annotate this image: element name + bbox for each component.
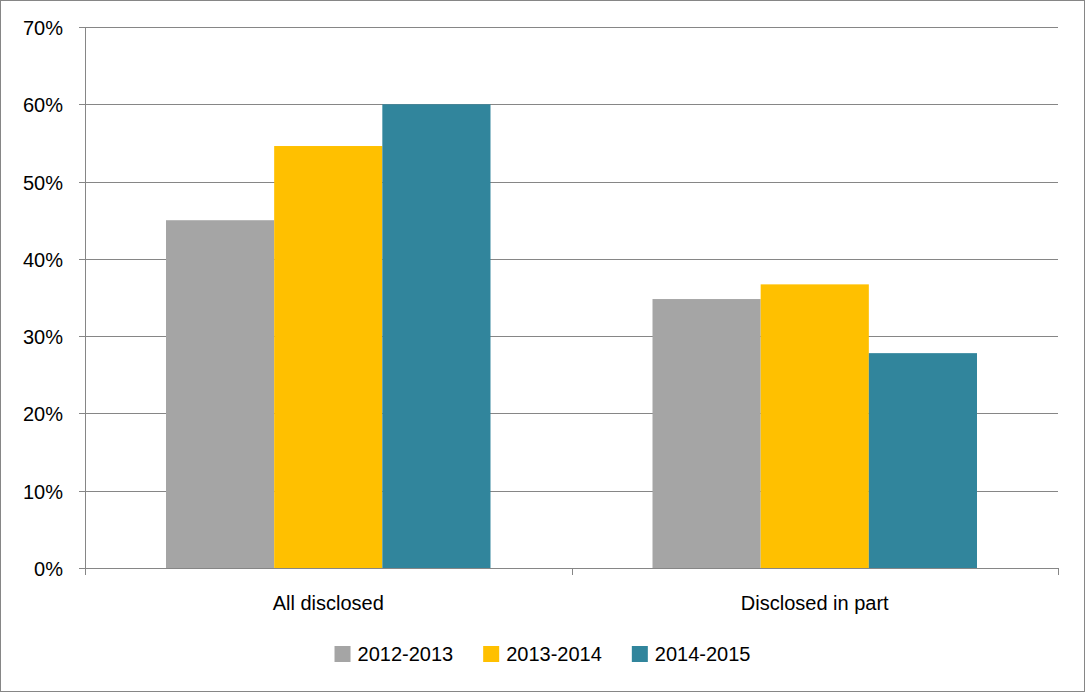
bar bbox=[166, 220, 274, 568]
legend-swatch bbox=[335, 646, 351, 662]
y-tick-label: 20% bbox=[23, 403, 63, 425]
y-tick bbox=[79, 568, 85, 569]
y-tick bbox=[79, 104, 85, 105]
y-tick bbox=[79, 259, 85, 260]
y-tick bbox=[79, 336, 85, 337]
bar bbox=[653, 299, 761, 568]
x-tick-label: Disclosed in part bbox=[741, 592, 889, 614]
x-tick-label: All disclosed bbox=[273, 592, 384, 614]
x-tick bbox=[1058, 568, 1059, 575]
y-tick-label: 30% bbox=[23, 326, 63, 348]
x-tick bbox=[85, 568, 86, 575]
legend-label: 2014-2015 bbox=[655, 643, 751, 665]
legend-swatch bbox=[483, 646, 499, 662]
bars bbox=[166, 104, 977, 568]
y-axis-line bbox=[85, 27, 86, 568]
y-tick-label: 0% bbox=[34, 558, 63, 580]
bar bbox=[761, 284, 869, 568]
y-tick-label: 70% bbox=[23, 17, 63, 39]
grid-line bbox=[85, 568, 1058, 569]
y-tick bbox=[79, 27, 85, 28]
grid-line bbox=[85, 104, 1058, 105]
legend-swatch bbox=[632, 646, 648, 662]
legend-label: 2013-2014 bbox=[506, 643, 602, 665]
x-axis-line bbox=[85, 568, 1058, 569]
chart-container: 0% 10% 20% 30% 40% 50% 60% 70% All disclosed Disc… bbox=[0, 0, 1085, 692]
grid-line bbox=[85, 27, 1058, 28]
bar bbox=[274, 146, 382, 568]
grid-line bbox=[85, 182, 1058, 183]
y-tick bbox=[79, 182, 85, 183]
y-tick-label: 50% bbox=[23, 172, 63, 194]
y-tick-label: 10% bbox=[23, 481, 63, 503]
legend-label: 2012-2013 bbox=[358, 643, 454, 665]
chart-svg: 0% 10% 20% 30% 40% 50% 60% 70% All disclosed Disc… bbox=[0, 0, 1085, 692]
bar bbox=[869, 353, 977, 568]
legend: 2012-2013 2013-2014 2014-2015 bbox=[335, 643, 751, 665]
y-tick-label: 40% bbox=[23, 249, 63, 271]
chart-border bbox=[1, 1, 1085, 692]
bar bbox=[382, 104, 490, 568]
y-tick bbox=[79, 491, 85, 492]
y-tick bbox=[79, 413, 85, 414]
y-tick-label: 60% bbox=[23, 94, 63, 116]
x-tick bbox=[572, 568, 573, 575]
